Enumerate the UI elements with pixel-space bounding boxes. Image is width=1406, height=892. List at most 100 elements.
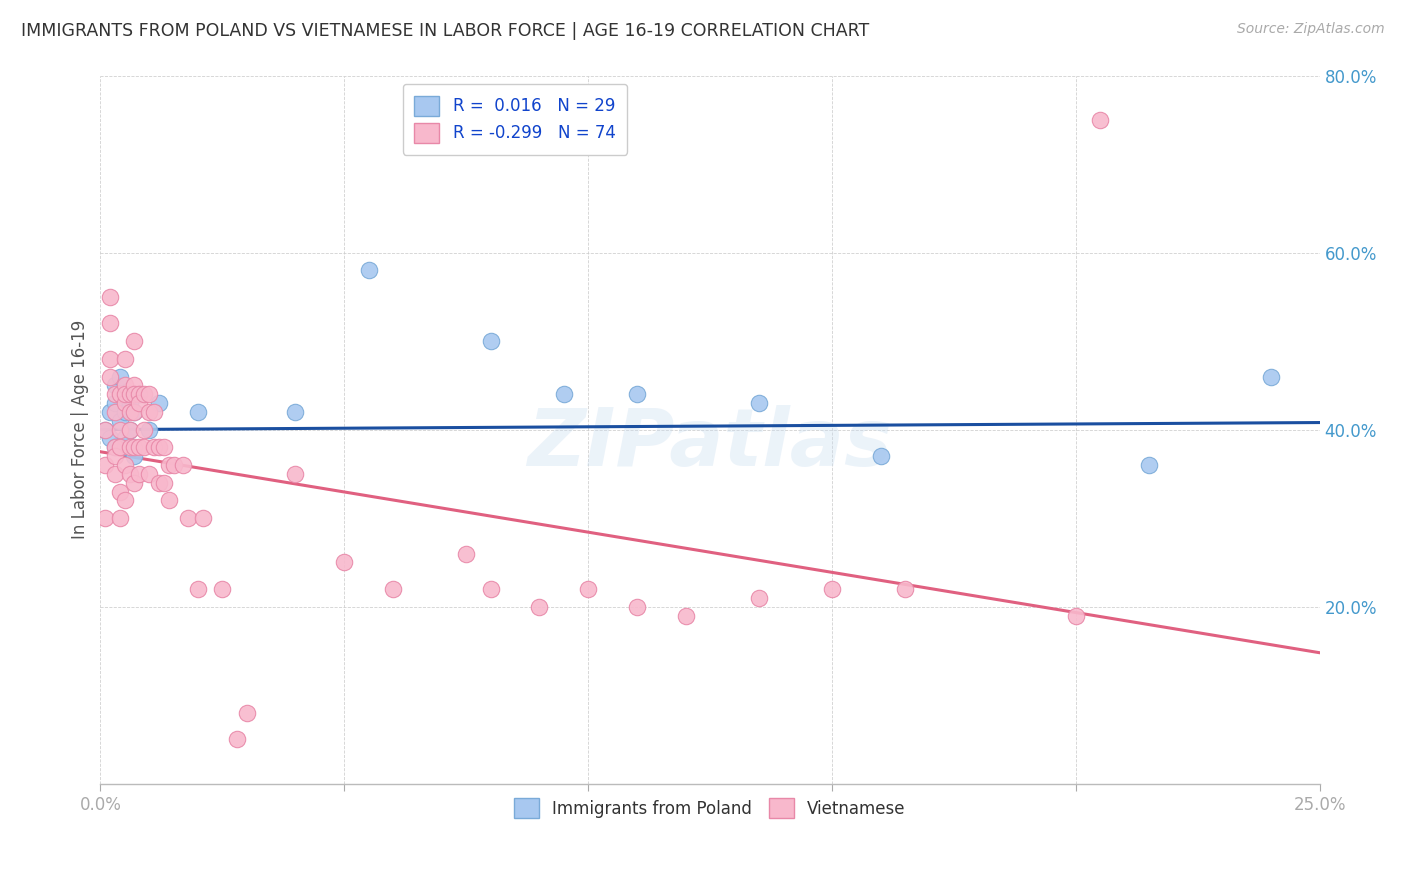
Text: Source: ZipAtlas.com: Source: ZipAtlas.com <box>1237 22 1385 37</box>
Text: IMMIGRANTS FROM POLAND VS VIETNAMESE IN LABOR FORCE | AGE 16-19 CORRELATION CHAR: IMMIGRANTS FROM POLAND VS VIETNAMESE IN … <box>21 22 869 40</box>
Point <box>748 396 770 410</box>
Point <box>118 423 141 437</box>
Point <box>626 599 648 614</box>
Point <box>118 405 141 419</box>
Point <box>98 290 121 304</box>
Point <box>1137 458 1160 472</box>
Point <box>114 458 136 472</box>
Point <box>143 440 166 454</box>
Point <box>94 423 117 437</box>
Point <box>104 467 127 481</box>
Point <box>104 449 127 463</box>
Point <box>1088 112 1111 127</box>
Point <box>152 475 174 490</box>
Point <box>172 458 194 472</box>
Point <box>124 334 146 348</box>
Point <box>114 405 136 419</box>
Point <box>104 405 127 419</box>
Point <box>675 608 697 623</box>
Point <box>94 423 117 437</box>
Point <box>1260 369 1282 384</box>
Point <box>157 458 180 472</box>
Text: ZIPatlas: ZIPatlas <box>527 405 893 483</box>
Point <box>124 449 146 463</box>
Point <box>118 396 141 410</box>
Point <box>108 511 131 525</box>
Point <box>148 475 170 490</box>
Point <box>108 387 131 401</box>
Point <box>553 387 575 401</box>
Point <box>124 387 146 401</box>
Point <box>576 582 599 596</box>
Point <box>124 378 146 392</box>
Point <box>108 387 131 401</box>
Point <box>134 387 156 401</box>
Point <box>124 475 146 490</box>
Point <box>138 423 160 437</box>
Point <box>138 387 160 401</box>
Point <box>108 440 131 454</box>
Point <box>456 547 478 561</box>
Point <box>98 351 121 366</box>
Point <box>98 405 121 419</box>
Point <box>162 458 184 472</box>
Point <box>357 263 380 277</box>
Point <box>128 387 150 401</box>
Point <box>187 582 209 596</box>
Point <box>138 405 160 419</box>
Point <box>211 582 233 596</box>
Point <box>187 405 209 419</box>
Point <box>108 414 131 428</box>
Point <box>114 378 136 392</box>
Point <box>177 511 200 525</box>
Point <box>235 706 257 720</box>
Point <box>114 396 136 410</box>
Point <box>191 511 214 525</box>
Point <box>118 440 141 454</box>
Point <box>108 369 131 384</box>
Point <box>381 582 404 596</box>
Point <box>894 582 917 596</box>
Point <box>138 467 160 481</box>
Point <box>104 378 127 392</box>
Point <box>148 396 170 410</box>
Point <box>108 484 131 499</box>
Point <box>104 440 127 454</box>
Point <box>114 387 136 401</box>
Point <box>104 396 127 410</box>
Point <box>143 405 166 419</box>
Point <box>333 556 356 570</box>
Point <box>1064 608 1087 623</box>
Point <box>626 387 648 401</box>
Point <box>98 432 121 446</box>
Point <box>128 396 150 410</box>
Point <box>118 387 141 401</box>
Point <box>98 317 121 331</box>
Point <box>479 334 502 348</box>
Point <box>104 387 127 401</box>
Point <box>104 440 127 454</box>
Point <box>869 449 891 463</box>
Point <box>94 458 117 472</box>
Point <box>124 405 146 419</box>
Point <box>134 423 156 437</box>
Point <box>114 432 136 446</box>
Point <box>821 582 844 596</box>
Point <box>134 440 156 454</box>
Point <box>157 493 180 508</box>
Point <box>114 440 136 454</box>
Point <box>225 732 247 747</box>
Point <box>152 440 174 454</box>
Point <box>284 405 307 419</box>
Point <box>124 440 146 454</box>
Point <box>94 511 117 525</box>
Point <box>98 369 121 384</box>
Y-axis label: In Labor Force | Age 16-19: In Labor Force | Age 16-19 <box>72 320 89 540</box>
Point <box>748 591 770 605</box>
Point <box>108 423 131 437</box>
Point <box>479 582 502 596</box>
Point <box>128 387 150 401</box>
Point <box>148 440 170 454</box>
Point <box>284 467 307 481</box>
Legend: Immigrants from Poland, Vietnamese: Immigrants from Poland, Vietnamese <box>508 791 912 825</box>
